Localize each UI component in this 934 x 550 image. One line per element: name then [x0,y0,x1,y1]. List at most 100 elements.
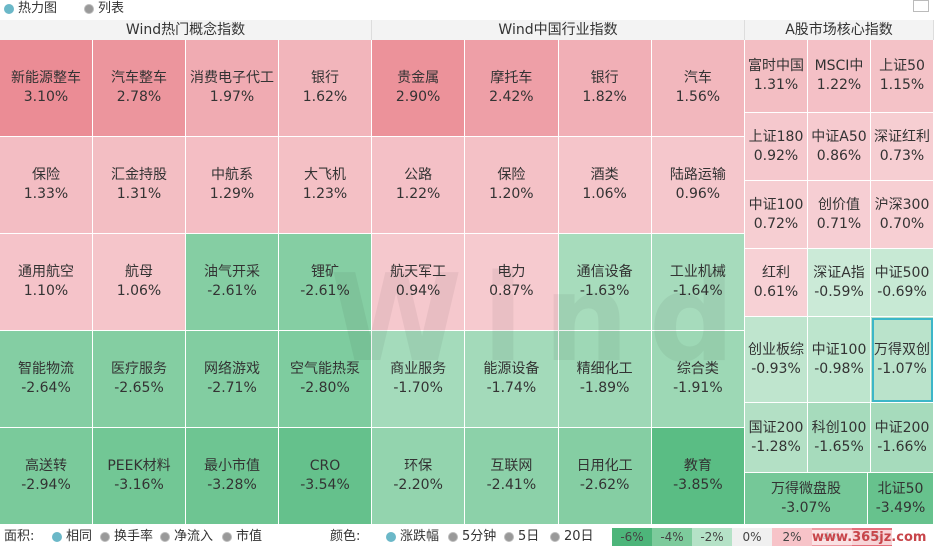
tile-change: -2.20% [393,477,443,493]
heatmap-tile[interactable]: 互联网 -2.41% [465,428,559,525]
color-option[interactable]: 5分钟 [448,528,496,546]
heatmap-tile[interactable]: 创价值 0.71% [808,181,871,249]
tile-change: -1.64% [673,283,723,299]
heatmap-tile[interactable]: 中证500 -0.69% [871,249,934,317]
heatmap-tile[interactable]: 消费电子代工 1.97% [186,40,279,137]
heatmap-tile[interactable]: 通用航空 1.10% [0,234,93,331]
heatmap-tile[interactable]: 中证A50 0.86% [808,113,871,181]
heatmap-tile[interactable]: 北证50 -3.49% [868,473,934,525]
tile-change: 2.90% [395,89,441,105]
heatmap-tile[interactable]: 创业板综 -0.93% [745,317,808,403]
heatmap-tile[interactable]: 深证红利 0.73% [871,113,934,181]
heatmap-tile[interactable]: 工业机械 -1.64% [651,234,745,331]
heatmap-tile[interactable]: 航天军工 0.94% [372,234,466,331]
tile-change: 0.73% [879,147,925,164]
heatmap-tile[interactable]: 电力 0.87% [465,234,559,331]
radio [52,532,62,542]
tile-change: -1.07% [877,360,927,377]
heatmap-tile[interactable]: 精细化工 -1.89% [558,331,652,428]
heatmap-tile[interactable]: 保险 1.33% [0,137,93,234]
area-option[interactable]: 换手率 [100,528,153,546]
tile-change: 0.71% [816,215,862,232]
heatmap-tile[interactable]: 医疗服务 -2.65% [93,331,186,428]
heatmap-tile[interactable]: 智能物流 -2.64% [0,331,93,428]
export-icon[interactable] [913,0,929,12]
tile-change: -2.65% [114,380,164,396]
heatmap-tile[interactable]: 油气开采 -2.61% [186,234,279,331]
color-option[interactable]: 5日 [504,528,539,546]
radio [386,532,396,542]
tile-name: 通用航空 [18,264,74,280]
heatmap-tile[interactable]: 教育 -3.85% [651,428,745,525]
heatmap-tile[interactable]: PEEK材料 -3.16% [93,428,186,525]
heatmap-tile[interactable]: 国证200 -1.28% [745,403,808,473]
heatmap-tile[interactable]: 公路 1.22% [372,137,466,234]
heatmap-tile[interactable]: 最小市值 -3.28% [186,428,279,525]
heatmap-tile[interactable]: 富时中国 1.31% [745,40,808,113]
radio [504,532,514,542]
heatmap-tile[interactable]: 酒类 1.06% [558,137,652,234]
heatmap-tile[interactable]: 日用化工 -2.62% [558,428,652,525]
view-tab[interactable]: 热力图 [4,0,57,18]
heatmap-tile[interactable]: 贵金属 2.90% [372,40,466,137]
heatmap-tile[interactable]: 万得双创 -1.07% [871,317,934,403]
heatmap-tile[interactable]: 中证200 -1.66% [871,403,934,473]
heatmap-tile[interactable]: 网络游戏 -2.71% [186,331,279,428]
tile-change: -2.64% [21,380,71,396]
area-option[interactable]: 净流入 [160,528,213,546]
heatmap-tile[interactable]: 航母 1.06% [93,234,186,331]
tile-change: 1.29% [209,186,255,202]
heatmap-tile[interactable]: 汇金持股 1.31% [93,137,186,234]
heatmap-tile[interactable]: 陆路运输 0.96% [651,137,745,234]
tile-name: 贵金属 [397,70,440,86]
tile-name: 沪深300 [874,196,930,213]
area-option[interactable]: 市值 [222,528,262,546]
heatmap-tile[interactable]: MSCI中 1.22% [808,40,871,113]
tile-name: 教育 [683,458,712,474]
heatmap-tile[interactable]: 保险 1.20% [465,137,559,234]
tile-name: 酒类 [590,167,619,183]
heatmap-tile[interactable]: 环保 -2.20% [372,428,466,525]
tile-change: 3.10% [23,89,69,105]
tile-name: 油气开采 [204,264,260,280]
heatmap-tile[interactable]: 空气能热泵 -2.80% [279,331,372,428]
heatmap-tile[interactable]: 中证100 0.72% [745,181,808,249]
heatmap-tile[interactable]: 红利 0.61% [745,249,808,317]
view-tab[interactable]: 列表 [84,0,124,18]
tile-change: 1.97% [209,89,255,105]
tile-name: 航天军工 [390,264,447,280]
option-label: 20日 [564,529,594,544]
heatmap-tile[interactable]: 通信设备 -1.63% [558,234,652,331]
tile-name: 综合类 [676,361,719,377]
tile-name: 空气能热泵 [290,361,360,377]
heatmap-tile[interactable]: 中航系 1.29% [186,137,279,234]
heatmap-tile[interactable]: 银行 1.62% [279,40,372,137]
heatmap-tile[interactable]: 商业服务 -1.70% [372,331,466,428]
heatmap-tile[interactable]: 银行 1.82% [558,40,652,137]
heatmap-tile[interactable]: 大飞机 1.23% [279,137,372,234]
heatmap-tile[interactable]: 上证180 0.92% [745,113,808,181]
color-option[interactable]: 涨跌幅 [386,528,439,546]
heatmap-tile[interactable]: 新能源整车 3.10% [0,40,93,137]
heatmap-tile[interactable]: 上证50 1.15% [871,40,934,113]
tile-name: 工业机械 [669,264,726,280]
color-option[interactable]: 20日 [550,528,594,546]
heatmap-tile[interactable]: 能源设备 -1.74% [465,331,559,428]
heatmap-tile[interactable]: 摩托车 2.42% [465,40,559,137]
heatmap-tile[interactable]: 中证100 -0.98% [808,317,871,403]
heatmap-tile[interactable]: 汽车整车 2.78% [93,40,186,137]
heatmap-tile[interactable]: 高送转 -2.94% [0,428,93,525]
tile-change: 1.06% [116,283,162,299]
heatmap-tile[interactable]: 万得微盘股 -3.07% [745,473,868,525]
heatmap-tile[interactable]: 综合类 -1.91% [651,331,745,428]
heatmap-tile[interactable]: 沪深300 0.70% [871,181,934,249]
heatmap-tile[interactable]: 锂矿 -2.61% [279,234,372,331]
heatmap-tile[interactable]: 科创100 -1.65% [808,403,871,473]
heatmap-tile[interactable]: CRO -3.54% [279,428,372,525]
tile-change: -3.07% [781,499,831,516]
heatmap-tile[interactable]: 汽车 1.56% [651,40,745,137]
heatmap-tile[interactable]: 深证A指 -0.59% [808,249,871,317]
option-label: 净流入 [174,529,214,544]
area-option[interactable]: 相同 [52,528,92,546]
tile-change: 0.72% [753,215,799,232]
